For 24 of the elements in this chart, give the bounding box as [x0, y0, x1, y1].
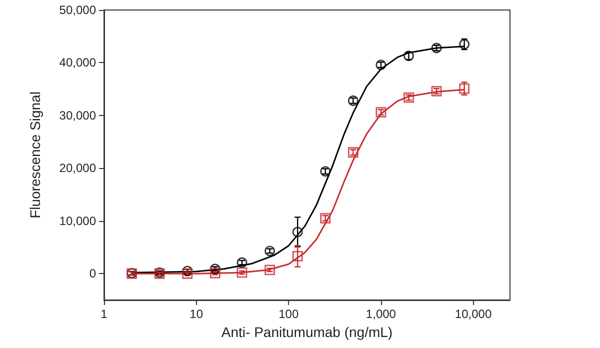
y-tick-label: 40,000: [59, 56, 96, 70]
x-tick-label: 10: [190, 307, 204, 321]
point: [210, 268, 220, 278]
x-tick-label: 1,000: [366, 307, 396, 321]
point: [182, 268, 193, 279]
x-tick-label: 1: [100, 307, 108, 321]
x-tick-label: 10,000: [454, 307, 492, 321]
y-tick-label: 50,000: [59, 3, 96, 17]
y-tick-label: 10,000: [59, 214, 96, 228]
point: [236, 257, 248, 268]
point: [182, 266, 193, 276]
y-tick-label: 20,000: [59, 161, 96, 176]
point: [459, 83, 470, 94]
x-tick-label: 100: [278, 307, 299, 321]
point: [292, 226, 303, 238]
y-tick-label: 30,000: [59, 108, 96, 122]
point: [236, 267, 248, 278]
point: [210, 264, 220, 274]
point: [264, 264, 275, 276]
y-tick-label: 0: [89, 266, 96, 281]
point: [292, 251, 303, 262]
x-axis-title: Anti- Panitumumab (ng/mL): [221, 324, 393, 340]
point: [264, 246, 275, 256]
y-axis-title: Fluorescence Signal: [27, 92, 43, 218]
